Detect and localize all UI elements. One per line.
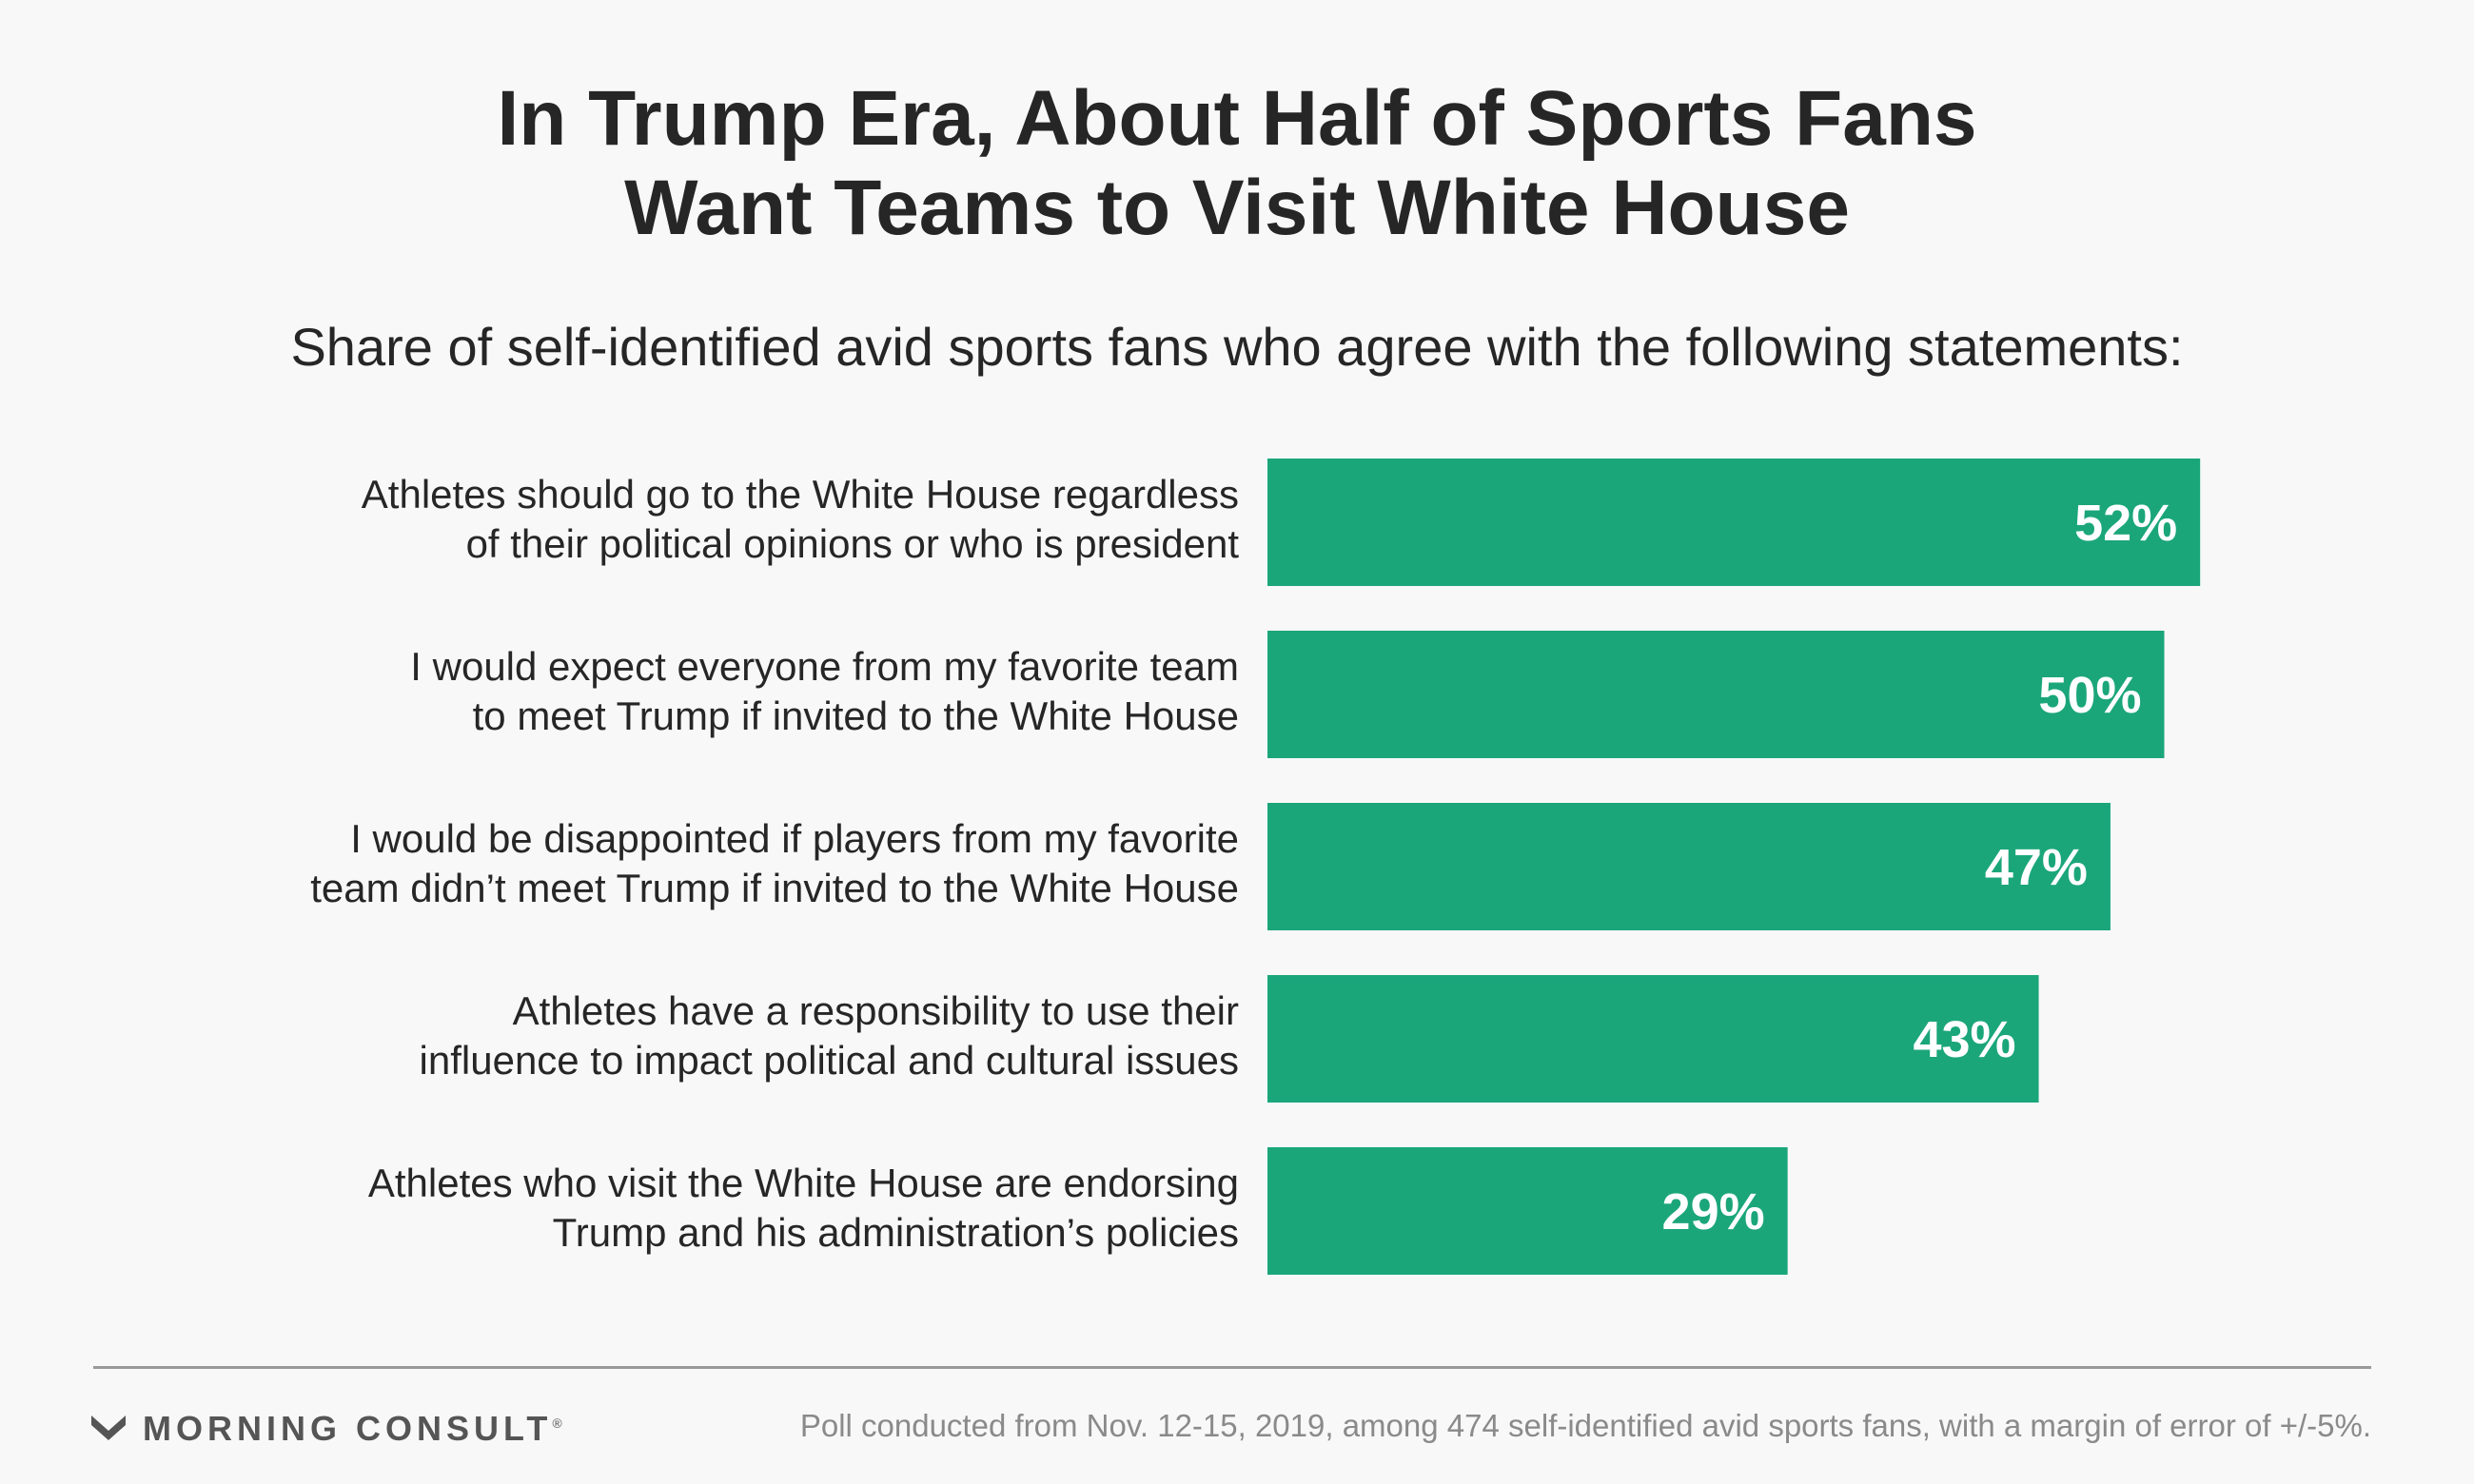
bar	[1267, 631, 2165, 758]
brand-name: MORNING CONSULT®	[143, 1409, 562, 1448]
bar-row: 43% Athletes have a responsibility to use…	[420, 975, 2039, 1103]
brand-logo: MORNING CONSULT®	[89, 1406, 562, 1452]
bar	[1267, 803, 2111, 930]
category-label-line: team didn’t meet Trump if invited to the…	[310, 866, 1239, 910]
bar-value-label: 47%	[1985, 839, 2088, 896]
category-label-line: Trump and his administration’s policies	[553, 1210, 1239, 1255]
bar-row: 52% Athletes should go to the White House…	[362, 459, 2201, 586]
morning-consult-logo-icon	[91, 1416, 126, 1440]
category-label: Athletes should go to the White House re…	[362, 472, 1240, 566]
category-label: I would be disappointed if players from …	[310, 816, 1239, 910]
bar-row: 47% I would be disappointed if players fr…	[310, 803, 2111, 930]
registered-mark: ®	[552, 1416, 562, 1431]
category-label-line: to meet Trump if invited to the White Ho…	[473, 693, 1239, 738]
bar-value-label: 52%	[2074, 495, 2177, 552]
bar	[1267, 1147, 1788, 1275]
category-label-line: Athletes who visit the White House are e…	[368, 1161, 1239, 1205]
bar-row: 29% Athletes who visit the White House ar…	[368, 1147, 1788, 1275]
category-label-line: I would be disappointed if players from …	[350, 816, 1239, 861]
category-label-line: Athletes have a responsibility to use th…	[513, 988, 1239, 1033]
bar	[1267, 459, 2201, 586]
category-label-line: Athletes should go to the White House re…	[362, 472, 1239, 517]
bar-row: 50% I would expect everyone from my favor…	[410, 631, 2165, 758]
bar	[1267, 975, 2039, 1103]
category-label-line: of their political opinions or who is pr…	[466, 521, 1240, 566]
chart-title-line-2: Want Teams to Visit White House	[624, 165, 1850, 251]
chart-title-line-1: In Trump Era, About Half of Sports Fans	[497, 75, 1977, 162]
category-label: I would expect everyone from my favorite…	[410, 644, 1239, 738]
category-label-line: influence to impact political and cultur…	[420, 1038, 1239, 1083]
bar-value-label: 50%	[2038, 667, 2141, 724]
bar-value-label: 43%	[1913, 1011, 2015, 1068]
category-label: Athletes who visit the White House are e…	[368, 1161, 1239, 1255]
chart-title: In Trump Era, About Half of Sports Fans …	[0, 74, 2474, 253]
methodology-note: Poll conducted from Nov. 12-15, 2019, am…	[799, 1408, 2371, 1443]
category-label-line: I would expect everyone from my favorite…	[410, 644, 1239, 689]
footer-divider	[93, 1366, 2371, 1369]
bar-value-label: 29%	[1662, 1183, 1765, 1240]
chart-subtitle: Share of self-identified avid sports fan…	[290, 317, 2184, 377]
category-label: Athletes have a responsibility to use th…	[420, 988, 1239, 1083]
